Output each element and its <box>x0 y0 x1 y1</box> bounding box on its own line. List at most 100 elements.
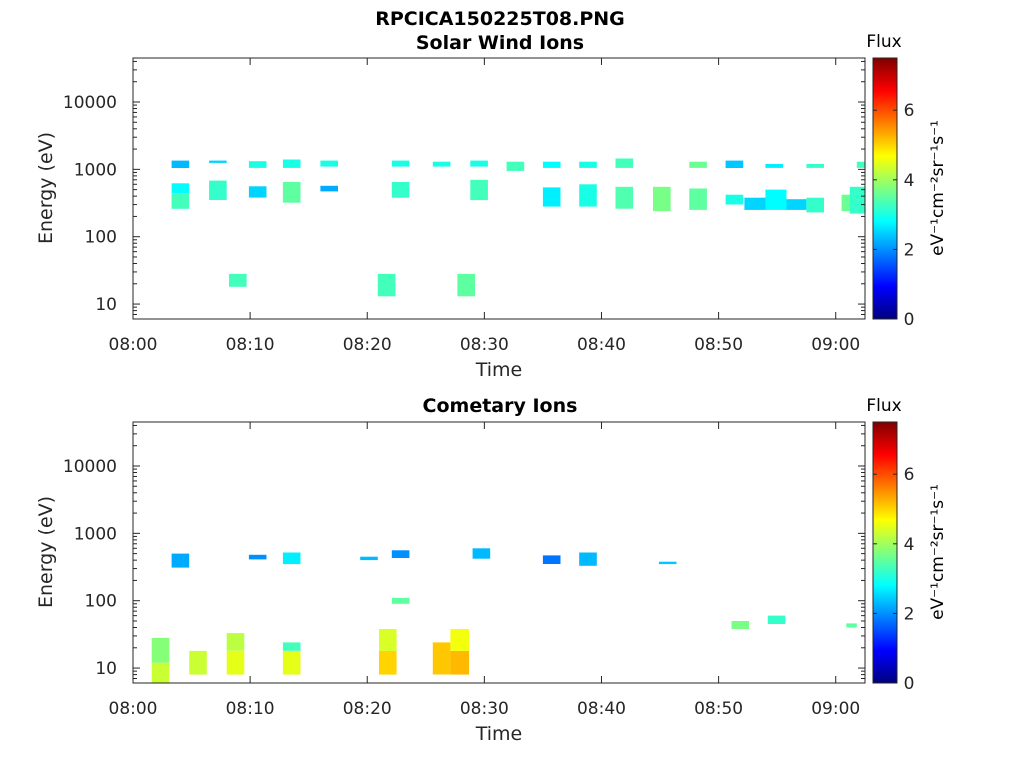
heatmap-cell <box>689 188 707 210</box>
heatmap-cell <box>209 180 227 200</box>
heatmap-cell <box>151 662 170 683</box>
plot-frame-solar-wind <box>132 57 866 320</box>
y-tick-label: 100 <box>85 228 117 248</box>
x-axis-cometary: 08:00 08:10 08:20 08:30 08:40 08:50 09:00 <box>109 422 860 719</box>
x-tick-label: 08:10 <box>226 335 275 355</box>
heatmap-cell <box>391 182 410 198</box>
heatmap-cell <box>658 561 677 565</box>
heatmap-cells-solar-wind <box>171 158 865 297</box>
heatmap-cell <box>360 556 378 561</box>
colorbar-tick-label: 6 <box>904 101 915 121</box>
colorbar-tick-label: 0 <box>904 310 915 330</box>
heatmap-cell <box>248 161 267 168</box>
x-axis-solar-wind: 08:00 08:10 08:20 08:30 08:40 08:50 09:00 <box>109 58 860 355</box>
heatmap-cell <box>226 650 245 675</box>
heatmap-cell <box>450 629 470 651</box>
heatmap-cells-cometary <box>151 548 857 683</box>
heatmap-cell <box>579 184 597 207</box>
colorbar-tick-label: 2 <box>904 604 915 624</box>
colorbar-tick-label: 6 <box>904 465 915 485</box>
heatmap-cell <box>282 650 301 675</box>
colorbar-title-solar-wind: Flux <box>866 32 901 52</box>
heatmap-cell <box>171 193 190 209</box>
heatmap-cell <box>744 197 766 210</box>
plot-frame-cometary <box>132 421 866 684</box>
heatmap-cell <box>379 629 397 651</box>
panel-solar-wind: Solar Wind Ions 10 100 1000 10000 08:00 08:1… <box>35 32 948 381</box>
heatmap-cell <box>725 160 744 168</box>
x-tick-label: 08:40 <box>577 335 626 355</box>
y-axis-cometary: 10 100 1000 10000 <box>63 424 865 684</box>
heatmap-cell <box>151 637 170 663</box>
heatmap-cell <box>725 194 744 205</box>
colorbar-ticks-cometary: 0 2 4 6 <box>873 465 914 694</box>
colorbar-ticks-solar-wind: 0 2 4 6 <box>873 101 914 330</box>
y-axis-solar-wind: 10 100 1000 10000 <box>63 60 865 320</box>
heatmap-cell <box>579 161 597 168</box>
x-tick-label: 08:50 <box>694 699 743 719</box>
heatmap-cell <box>731 621 750 629</box>
y-tick-label: 10000 <box>63 457 117 477</box>
y-tick-label: 100 <box>85 592 117 612</box>
heatmap-cell <box>450 650 470 675</box>
heatmap-cell <box>391 550 410 558</box>
y-tick-label: 1000 <box>74 160 117 180</box>
heatmap-cell <box>171 160 190 168</box>
heatmap-cell <box>248 186 267 198</box>
heatmap-cell <box>846 623 857 628</box>
heatmap-cell <box>282 182 301 203</box>
heatmap-cell <box>579 552 597 566</box>
heatmap-cell <box>248 554 267 560</box>
x-tick-label: 09:00 <box>811 699 860 719</box>
heatmap-cell <box>470 160 488 167</box>
heatmap-cell <box>472 548 491 559</box>
y-tick-label: 10000 <box>63 93 117 113</box>
colorbar-units-cometary: eV⁻¹cm⁻²sr⁻¹s⁻¹ <box>928 484 948 620</box>
x-tick-label: 08:10 <box>226 699 275 719</box>
colorbar-title-cometary: Flux <box>866 396 901 416</box>
heatmap-cell <box>320 160 338 167</box>
x-tick-label: 08:00 <box>109 699 158 719</box>
x-tick-label: 08:00 <box>109 335 158 355</box>
heatmap-cell <box>209 160 227 163</box>
x-axis-label-solar-wind: Time <box>475 359 523 381</box>
heatmap-cell <box>856 161 865 168</box>
heatmap-cell <box>432 642 451 675</box>
x-tick-label: 08:50 <box>694 335 743 355</box>
x-tick-label: 08:30 <box>460 335 509 355</box>
colorbar-cometary: Flux 0 2 4 6 eV⁻¹cm⁻²sr⁻¹s⁻¹ <box>866 396 948 694</box>
heatmap-cell <box>432 161 451 167</box>
figure-title: RPCICA150225T08.PNG <box>375 8 625 30</box>
x-tick-label: 08:30 <box>460 699 509 719</box>
y-axis-label-cometary: Energy (eV) <box>35 496 57 608</box>
heatmap-cell <box>806 197 824 213</box>
x-tick-label: 08:40 <box>577 699 626 719</box>
heatmap-cell <box>806 164 824 168</box>
heatmap-cell <box>786 199 807 210</box>
heatmap-cell <box>542 161 561 168</box>
heatmap-cell <box>391 160 410 167</box>
x-tick-label: 08:20 <box>343 335 392 355</box>
x-axis-label-cometary: Time <box>475 723 523 745</box>
heatmap-cell <box>282 552 301 565</box>
heatmap-cell <box>171 183 190 194</box>
colorbar-tick-label: 4 <box>904 171 915 191</box>
y-tick-label: 1000 <box>74 524 117 544</box>
heatmap-cell <box>615 158 634 168</box>
heatmap-cell <box>765 164 783 168</box>
heatmap-cell <box>470 179 488 201</box>
heatmap-cell <box>689 161 707 168</box>
heatmap-cell <box>849 186 865 214</box>
colorbar-gradient-solar-wind <box>872 57 898 320</box>
heatmap-cell <box>377 273 396 297</box>
heatmap-cell <box>171 553 190 568</box>
heatmap-cell <box>282 642 301 651</box>
colorbar-tick-label: 2 <box>904 240 915 260</box>
heatmap-cell <box>320 185 338 192</box>
colorbar-gradient-cometary <box>872 421 898 684</box>
heatmap-cell <box>226 633 245 651</box>
heatmap-cell <box>282 159 301 168</box>
heatmap-cell <box>542 187 561 207</box>
